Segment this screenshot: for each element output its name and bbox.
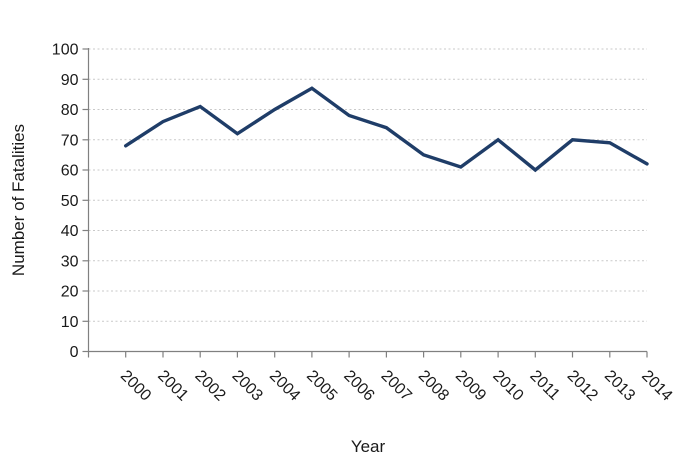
x-tick-label: 2009 bbox=[452, 367, 489, 404]
x-tick-label: 2005 bbox=[303, 367, 340, 404]
x-tick-label: 2013 bbox=[601, 367, 638, 404]
y-tick-label: 90 bbox=[61, 72, 79, 89]
y-tick-label: 40 bbox=[61, 223, 79, 240]
x-tick-label: 2004 bbox=[266, 367, 303, 404]
x-tick-label: 2001 bbox=[154, 367, 191, 404]
y-tick-label: 80 bbox=[61, 102, 79, 119]
x-axis-title: Year bbox=[351, 437, 386, 456]
y-axis-title: Number of Fatalities bbox=[9, 124, 28, 276]
y-tick-label: 100 bbox=[52, 42, 79, 59]
x-tick-label: 2011 bbox=[526, 367, 562, 403]
y-tick-label: 0 bbox=[70, 344, 79, 361]
fatalities-data-line bbox=[123, 86, 649, 173]
x-tick-label: 2008 bbox=[415, 367, 452, 404]
x-tick-label: 2014 bbox=[638, 367, 675, 404]
y-tick-label: 20 bbox=[61, 284, 79, 301]
y-tick-label: 60 bbox=[61, 163, 79, 180]
x-tick-label: 2006 bbox=[340, 367, 377, 404]
x-tick-label: 2003 bbox=[229, 367, 266, 404]
data-series-layer bbox=[123, 86, 649, 173]
x-tick-label: 2010 bbox=[489, 367, 526, 404]
x-tick-label: 2007 bbox=[378, 367, 415, 404]
axes-layer bbox=[82, 48, 648, 358]
y-tick-label: 30 bbox=[61, 253, 79, 270]
x-tick-label: 2012 bbox=[564, 367, 601, 404]
y-tick-label: 50 bbox=[61, 193, 79, 210]
x-tick-label: 2000 bbox=[117, 367, 154, 404]
x-tick-label: 2002 bbox=[191, 367, 228, 404]
y-tick-label: 10 bbox=[61, 314, 79, 331]
y-tick-label: 70 bbox=[61, 132, 79, 149]
gridlines-layer bbox=[88, 48, 647, 322]
